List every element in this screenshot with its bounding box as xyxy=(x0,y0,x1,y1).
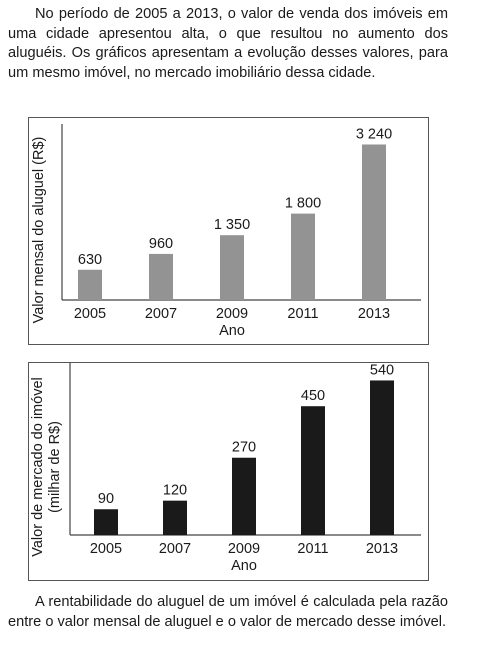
x-tick-label-2007: 2007 xyxy=(145,306,177,322)
value-label-2009: 270 xyxy=(232,440,256,456)
y-axis-label: Valor mensal do aluguel (R$) xyxy=(31,137,47,324)
bar-2007 xyxy=(149,253,173,300)
bar-2009 xyxy=(220,235,244,300)
bar-2011 xyxy=(291,213,315,300)
value-label-2013: 540 xyxy=(370,363,394,378)
bar-2009 xyxy=(232,457,256,535)
bar-2011 xyxy=(301,406,325,535)
x-tick-label-2011: 2011 xyxy=(297,541,328,557)
rent-chart-svg: Valor mensal do aluguel (R$) 630 2005 960 20… xyxy=(31,124,421,339)
bar-2013 xyxy=(370,380,394,535)
x-tick-label-2011: 2011 xyxy=(287,306,318,322)
bar-2005 xyxy=(94,509,118,535)
outro-paragraph: A rentabilidade do aluguel de um imóvel … xyxy=(8,594,448,630)
value-label-2007: 960 xyxy=(149,236,173,252)
value-label-2013: 3 240 xyxy=(356,126,392,142)
market-value-chart: Valor de mercado do imóvel (milhar de R$)… xyxy=(28,362,429,581)
x-tick-label-2009: 2009 xyxy=(216,306,248,322)
value-label-2009: 1 350 xyxy=(214,217,250,233)
value-label-2011: 1 800 xyxy=(285,196,321,212)
bar-2007 xyxy=(163,500,187,535)
x-tick-label-2013: 2013 xyxy=(358,306,390,322)
intro-paragraph: No período de 2005 a 2013, o valor de ve… xyxy=(8,6,448,81)
x-tick-label-2007: 2007 xyxy=(159,541,191,557)
market-value-chart-svg: Valor de mercado do imóvel (milhar de R$)… xyxy=(30,363,421,574)
x-axis-label: Ano xyxy=(231,558,257,574)
y-axis-label: (milhar de R$) xyxy=(47,421,63,513)
x-tick-label-2005: 2005 xyxy=(90,541,122,557)
y-axis-label: Valor de mercado do imóvel xyxy=(30,377,46,556)
bar-2013 xyxy=(362,144,386,300)
x-axis-label: Ano xyxy=(219,323,245,339)
value-label-2005: 90 xyxy=(98,491,114,507)
x-tick-label-2009: 2009 xyxy=(228,541,260,557)
bar-2005 xyxy=(78,269,102,300)
value-label-2011: 450 xyxy=(301,388,325,404)
value-label-2005: 630 xyxy=(78,252,102,268)
rent-chart: Valor mensal do aluguel (R$) 630 2005 960 20… xyxy=(28,117,429,345)
value-label-2007: 120 xyxy=(163,483,187,499)
x-tick-label-2013: 2013 xyxy=(366,541,398,557)
x-tick-label-2005: 2005 xyxy=(74,306,106,322)
